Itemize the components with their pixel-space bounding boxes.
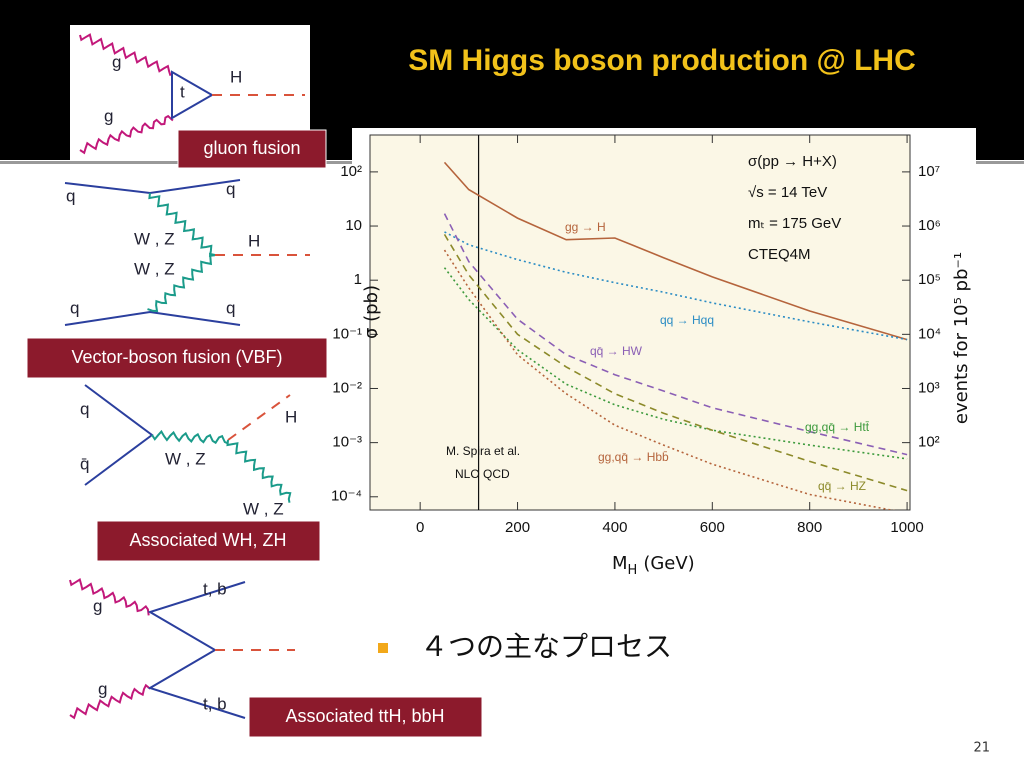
- series-line: [443, 161, 908, 341]
- caption: Associated ttH, bbH: [285, 706, 444, 726]
- y2-tick-label: 10⁶: [918, 217, 941, 234]
- diagram-vbf: q q W , Z H W , Z q q Vector-boson fusio…: [26, 179, 328, 379]
- y2-tick-label: 10⁷: [918, 163, 940, 180]
- caption: Associated WH, ZH: [129, 530, 286, 550]
- diagram-label: t: [180, 82, 185, 101]
- series-line: [443, 213, 908, 456]
- caption: gluon fusion: [203, 138, 300, 158]
- higgs-line: [227, 394, 291, 441]
- annotation: √s = 14 TeV: [748, 184, 827, 201]
- diagram-gluon-fusion: g t H g gluon fusion: [70, 25, 327, 169]
- annotation: σ(pp → H+X): [748, 153, 837, 170]
- diagram-label: W , Z: [134, 229, 175, 248]
- series-label: qq̄ → HW: [590, 344, 643, 358]
- bullet-text: ４つの主なプロセス: [420, 630, 672, 663]
- diagram-label: g: [98, 679, 107, 698]
- boson-line: [148, 192, 215, 257]
- quark-line: [84, 384, 154, 486]
- boson-line: [147, 252, 216, 313]
- y-tick-label: 10: [345, 217, 362, 234]
- diagram-label: H: [230, 67, 242, 86]
- diagram-label: H: [248, 231, 260, 250]
- y2-tick-label: 10²: [918, 434, 940, 451]
- y-tick-label: 10²: [340, 163, 362, 180]
- series-label: gg,qq̄ → Hbb̄: [598, 450, 669, 464]
- diagram-tth-bbh: g t, b g t, b Associated ttH, bbH: [69, 578, 483, 738]
- annotation: CTEQ4M: [748, 246, 811, 263]
- top-loop: [171, 70, 215, 120]
- caption: Vector-boson fusion (VBF): [71, 347, 282, 367]
- x-axis-label: MH (GeV): [612, 553, 695, 578]
- chart: 0 200 400 600 800 1000 10² 10 1 10⁻¹ 10⁻² 10⁻³ 10⁻⁴ 1…: [331, 135, 972, 578]
- y-axis-label: σ (pb): [361, 285, 382, 339]
- quark-line: [147, 581, 246, 719]
- diagram-label: q: [80, 399, 89, 418]
- diagram-label: q: [66, 186, 75, 205]
- gluon-line: [69, 683, 151, 720]
- series-line: [443, 249, 896, 510]
- diagram-label: H: [285, 407, 297, 426]
- caption-box: [248, 696, 483, 738]
- x-tick-label: 0: [416, 519, 424, 536]
- y2-tick-label: 10⁵: [918, 271, 941, 288]
- series-line: [443, 233, 908, 492]
- diagram-label: g: [104, 106, 113, 125]
- boson-line: [226, 439, 292, 503]
- y-tick-label: 10⁻³: [332, 434, 362, 451]
- diagram-label: W , Z: [134, 259, 175, 278]
- bullet-marker: [378, 643, 388, 653]
- y-tick-label: 10⁻⁴: [331, 488, 362, 505]
- y2-tick-label: 10³: [918, 379, 940, 396]
- series-label: qq̄ → HZ: [818, 479, 866, 493]
- diagram-label: W , Z: [243, 499, 284, 518]
- caption-box: [26, 337, 328, 379]
- x-axis-label-part: M: [612, 553, 628, 574]
- annotation: M. Spira et al.: [446, 444, 520, 458]
- gluon-line: [69, 578, 150, 616]
- x-tick-label: 1000: [890, 519, 923, 536]
- quark-line: [64, 179, 241, 195]
- y-tick-label: 10⁻²: [332, 379, 362, 396]
- annotation: mₜ = 175 GeV: [748, 215, 841, 232]
- x-tick-label: 400: [602, 519, 627, 536]
- x-axis-label-part: H: [628, 563, 638, 578]
- series-label: qq → Hqq: [660, 313, 714, 327]
- x-tick-label: 600: [700, 519, 725, 536]
- diagram-label: q: [226, 298, 235, 317]
- diagram-label: g: [93, 596, 102, 615]
- gluon-line: [79, 114, 174, 155]
- diagram-label: g: [112, 52, 121, 71]
- x-tick-label: 800: [797, 519, 822, 536]
- quark-line: [64, 310, 241, 326]
- series-label: gg → H: [565, 220, 606, 234]
- page-number: 21: [973, 741, 990, 756]
- y2-tick-label: 10⁴: [918, 325, 941, 342]
- diagram-label: W , Z: [165, 449, 206, 468]
- diagram-label: t, b: [203, 579, 227, 598]
- caption-box: [96, 520, 321, 562]
- x-tick-label: 200: [505, 519, 530, 536]
- gluon-line: [79, 33, 172, 76]
- y-tick-label: 1: [354, 271, 362, 288]
- diagram-label: q: [226, 179, 235, 198]
- boson-line: [151, 429, 229, 445]
- diagram-wh-zh: q q̄ W , Z H W , Z Associated WH, ZH: [80, 384, 321, 562]
- plot-lines: [443, 161, 908, 510]
- annotation: NLO QCD: [455, 467, 510, 481]
- series-label: gg,qq̄ → Htt̄: [805, 420, 870, 434]
- y-tick-label: 10⁻¹: [332, 325, 362, 342]
- slide-title: SM Higgs boson production @ LHC: [408, 44, 916, 77]
- diagram-label: t, b: [203, 694, 227, 713]
- caption-box: [177, 129, 327, 169]
- diagram-label: q̄: [80, 454, 89, 473]
- diagram-label: q: [70, 298, 79, 317]
- x-axis-label-part: (GeV): [643, 553, 694, 574]
- y2-axis-label: events for 10⁵ pb⁻¹: [951, 252, 972, 424]
- plot-area: [369, 134, 911, 511]
